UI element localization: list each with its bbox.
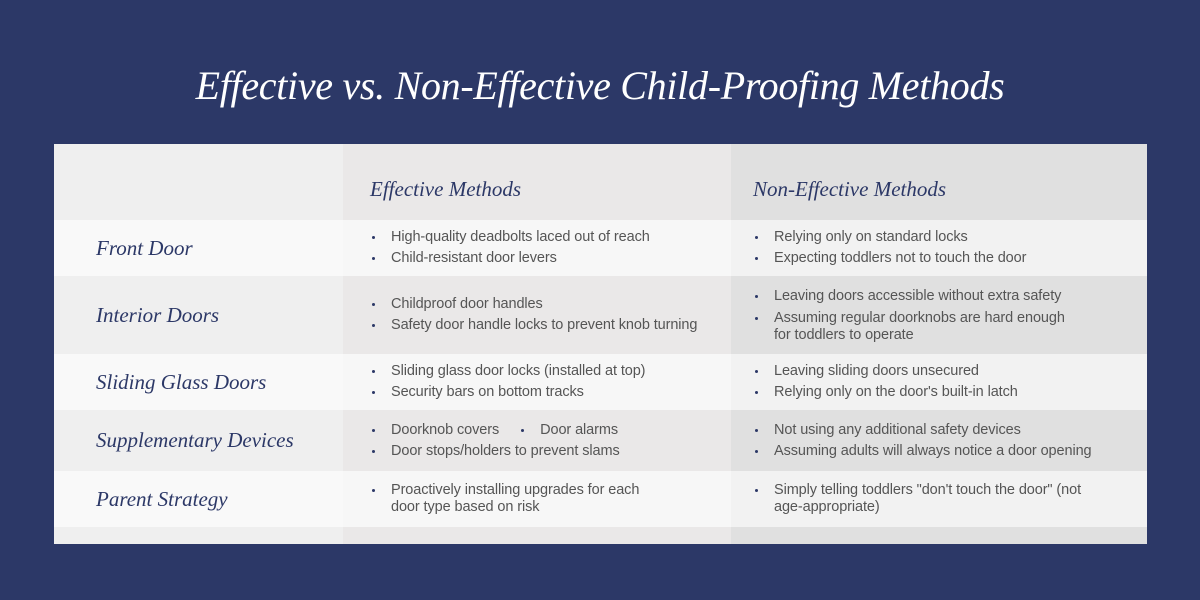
comparison-table: Effective Methods Non-Effective Methods …	[54, 144, 1147, 544]
effective-cell: Doorknob covers Door alarms Door stops/h…	[343, 410, 731, 471]
non-effective-cell: Leaving doors accessible without extra s…	[731, 276, 1147, 354]
header-cell-blank	[54, 144, 343, 220]
effective-cell: Proactively installing upgrades for each…	[343, 471, 731, 527]
list-item: Expecting toddlers not to touch the door	[753, 248, 1147, 269]
category-interior-doors: Interior Doors	[96, 302, 220, 327]
list-item: Child-resistant door levers	[370, 248, 731, 269]
effective-cell: High-quality deadbolts laced out of reac…	[343, 220, 731, 276]
non-effective-cell: Not using any additional safety devices …	[731, 410, 1147, 471]
effective-list: Proactively installing upgrades for each…	[370, 482, 731, 516]
header-cell-effective: Effective Methods	[343, 144, 731, 220]
non-effective-cell: Simply telling toddlers "don't touch the…	[731, 471, 1147, 527]
list-item: Relying only on the door's built-in latc…	[753, 382, 1147, 403]
effective-list: Sliding glass door locks (installed at t…	[370, 361, 731, 403]
effective-cell: Sliding glass door locks (installed at t…	[343, 354, 731, 410]
list-item: Relying only on standard locks	[753, 227, 1147, 248]
non-effective-list: Not using any additional safety devices …	[753, 420, 1147, 462]
effective-list: High-quality deadbolts laced out of reac…	[370, 227, 731, 269]
column-header-non-effective: Non-Effective Methods	[753, 176, 947, 201]
non-effective-list: Simply telling toddlers "don't touch the…	[753, 482, 1147, 516]
table-row-category: Front Door	[54, 220, 343, 276]
list-item: Proactively installing upgrades for each…	[370, 482, 660, 516]
list-item: Childproof door handles	[370, 294, 731, 315]
effective-list: Childproof door handles Safety door hand…	[370, 294, 731, 336]
column-header-effective: Effective Methods	[370, 176, 522, 201]
list-item: Leaving doors accessible without extra s…	[753, 286, 1147, 307]
list-item: Sliding glass door locks (installed at t…	[370, 361, 731, 382]
table-row-category: Supplementary Devices	[54, 410, 343, 471]
page-title: Effective vs. Non-Effective Child-Proofi…	[195, 63, 1005, 108]
list-item: High-quality deadbolts laced out of reac…	[370, 227, 731, 248]
non-effective-list: Leaving sliding doors unsecured Relying …	[753, 361, 1147, 403]
list-item: Simply telling toddlers "don't touch the…	[753, 482, 1113, 516]
category-parent-strategy: Parent Strategy	[96, 486, 228, 511]
table-row-category: Interior Doors	[54, 276, 343, 354]
effective-cell: Childproof door handles Safety door hand…	[343, 276, 731, 354]
table-row-category: Parent Strategy	[54, 471, 343, 527]
list-item: Assuming regular doorknobs are hard enou…	[753, 310, 1083, 344]
category-front-door: Front Door	[96, 235, 193, 260]
non-effective-list: Leaving doors accessible without extra s…	[753, 286, 1147, 344]
list-item: Door stops/holders to prevent slams	[370, 441, 731, 462]
inline-list-row: Doorknob covers Door alarms	[370, 420, 731, 441]
list-item: Security bars on bottom tracks	[370, 382, 731, 403]
non-effective-cell: Leaving sliding doors unsecured Relying …	[731, 354, 1147, 410]
category-supplementary-devices: Supplementary Devices	[96, 428, 294, 452]
footer-strip	[343, 527, 731, 544]
list-item: Not using any additional safety devices	[753, 420, 1147, 441]
header-cell-non-effective: Non-Effective Methods	[731, 144, 1147, 220]
non-effective-cell: Relying only on standard locks Expecting…	[731, 220, 1147, 276]
list-item: Doorknob covers	[370, 420, 499, 441]
footer-strip	[54, 527, 343, 544]
effective-list: Doorknob covers Door alarms Door stops/h…	[370, 420, 731, 462]
list-item: Safety door handle locks to prevent knob…	[370, 315, 731, 336]
list-item: Assuming adults will always notice a doo…	[753, 441, 1147, 462]
category-sliding-glass-doors: Sliding Glass Doors	[96, 369, 267, 394]
list-item: Door alarms	[519, 420, 618, 441]
table-row-category: Sliding Glass Doors	[54, 354, 343, 410]
non-effective-list: Relying only on standard locks Expecting…	[753, 227, 1147, 269]
list-item: Leaving sliding doors unsecured	[753, 361, 1147, 382]
footer-strip	[731, 527, 1147, 544]
